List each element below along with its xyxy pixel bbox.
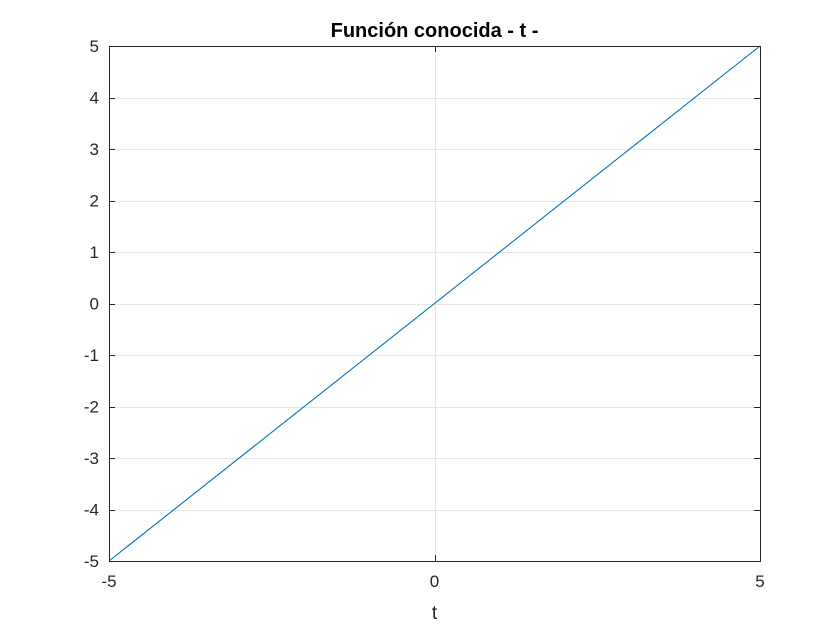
y-tick-label: 0: [90, 295, 99, 314]
x-tick-label: -5: [101, 572, 116, 591]
x-tick-label: 5: [755, 572, 764, 591]
y-tick-label: -3: [84, 449, 99, 468]
chart-title: Función conocida - t -: [331, 20, 539, 42]
x-tick-label: 0: [430, 572, 439, 591]
y-tick-label: 5: [90, 37, 99, 56]
y-tick-label: 2: [90, 192, 99, 211]
y-tick-label: -4: [84, 501, 99, 520]
y-tick-label: -5: [84, 552, 99, 571]
y-tick-label: 4: [90, 89, 99, 108]
x-axis-ticks: -5 0 5: [101, 572, 764, 591]
y-axis-ticks: -5 -4 -3 -2 -1 0 1 2 3 4 5: [84, 37, 99, 571]
series-layer: [108, 45, 761, 562]
tick-marks: [109, 46, 761, 562]
y-tick-label: 1: [90, 243, 99, 262]
series-line-1: [108, 45, 761, 562]
y-tick-label: -1: [84, 346, 99, 365]
x-axis-label: t: [432, 603, 438, 624]
y-tick-label: 3: [90, 140, 99, 159]
y-tick-label: -2: [84, 398, 99, 417]
